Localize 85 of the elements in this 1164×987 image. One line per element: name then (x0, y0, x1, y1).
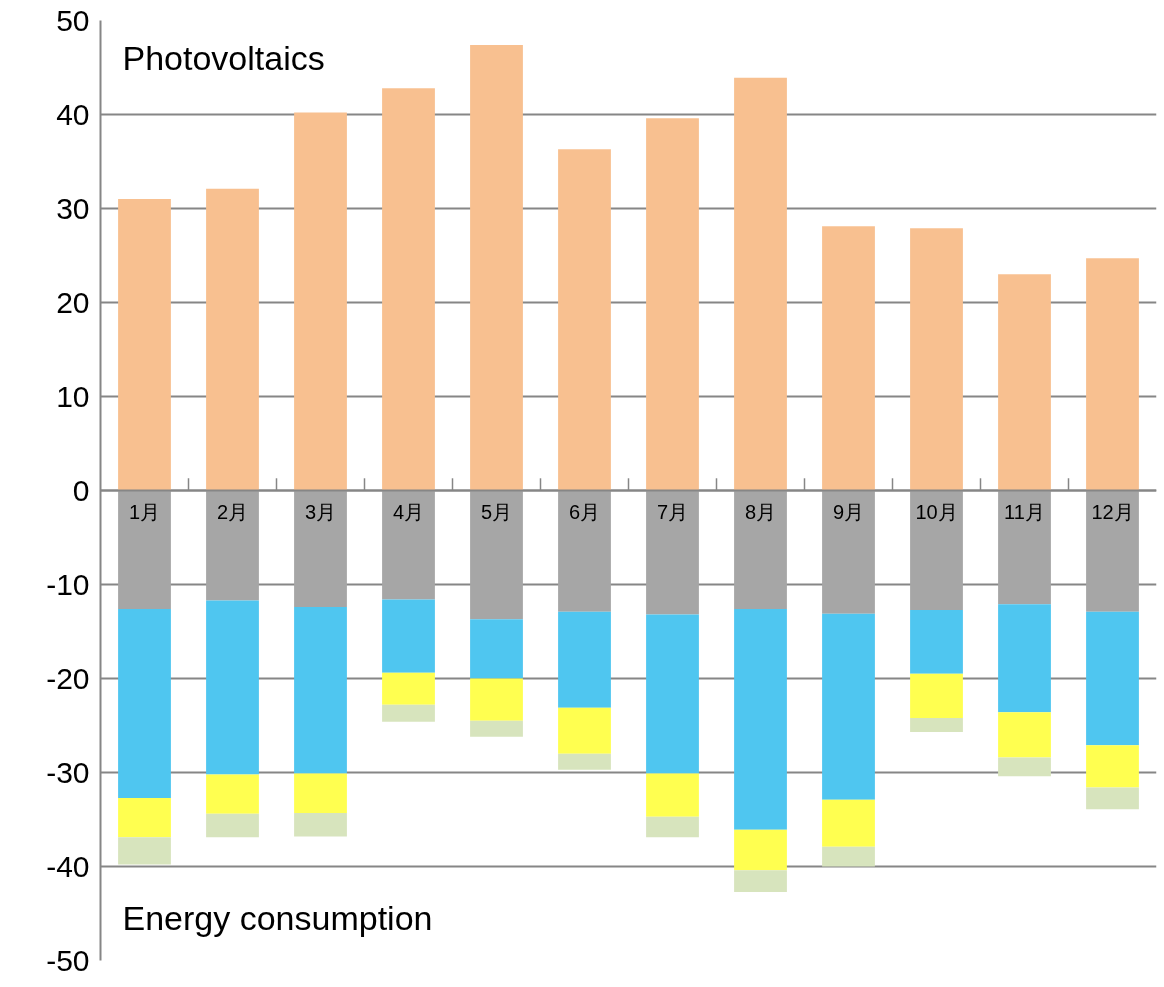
bar (822, 226, 875, 491)
bar (558, 753, 611, 770)
bar (382, 672, 435, 705)
bar (118, 608, 171, 798)
bar (382, 490, 435, 600)
bar (294, 490, 347, 608)
y-tick-label: 40 (56, 97, 90, 131)
bar (294, 112, 347, 491)
bar (910, 490, 963, 610)
bar (206, 188, 259, 491)
bar (910, 717, 963, 733)
bar (998, 712, 1051, 758)
x-tick-label: 5月 (480, 500, 513, 523)
x-tick-label: 11月 (1004, 500, 1045, 523)
bar (206, 813, 259, 838)
bar (910, 228, 963, 491)
bar (734, 77, 787, 491)
x-tick-label: 12月 (1091, 500, 1134, 523)
x-tick-label: 2月 (216, 500, 249, 523)
bar (998, 490, 1051, 605)
bar (822, 846, 875, 867)
x-tick-label: 1月 (128, 500, 161, 523)
bar (646, 816, 699, 838)
x-tick-label: 6月 (568, 500, 601, 523)
bar (646, 614, 699, 774)
x-tick-label: 10月 (915, 500, 958, 523)
bar (294, 773, 347, 813)
bar (206, 490, 259, 601)
y-tick-label: -20 (46, 661, 90, 695)
bar (910, 673, 963, 718)
bar (1086, 745, 1139, 788)
bar (822, 490, 875, 614)
bar (558, 611, 611, 708)
bar (646, 490, 699, 615)
x-tick-label: 9月 (832, 500, 865, 523)
bar (470, 619, 523, 679)
x-tick-label: 4月 (392, 500, 425, 523)
bar (382, 704, 435, 722)
bar (1086, 787, 1139, 810)
x-tick-label: 8月 (744, 500, 777, 523)
bar (646, 773, 699, 817)
bar (558, 149, 611, 491)
bar (734, 829, 787, 871)
y-tick-label: -10 (46, 567, 90, 601)
y-tick-label: 20 (56, 285, 90, 319)
bar (646, 118, 699, 491)
y-tick-label: 30 (56, 191, 90, 225)
bar (822, 613, 875, 800)
bar (1086, 490, 1139, 612)
x-tick-label: 3月 (304, 500, 337, 523)
bar (470, 678, 523, 721)
y-tick-label: -30 (46, 755, 90, 789)
bar (998, 757, 1051, 777)
bar (558, 490, 611, 612)
bar (294, 607, 347, 774)
bar (470, 720, 523, 737)
y-tick-label: 10 (56, 379, 90, 413)
bar (382, 599, 435, 673)
bar (734, 490, 787, 609)
bar (470, 490, 523, 620)
bar (734, 608, 787, 830)
bar (558, 707, 611, 754)
bar (998, 274, 1051, 491)
y-tick-label: -40 (46, 849, 90, 883)
bar (118, 490, 171, 609)
bar (1086, 611, 1139, 746)
bar (118, 837, 171, 865)
annotation: Photovoltaics (122, 38, 325, 77)
bar (206, 600, 259, 775)
y-tick-label: 0 (72, 473, 90, 507)
bar (1086, 258, 1139, 491)
bar (822, 799, 875, 847)
y-tick-label: 50 (56, 3, 90, 37)
bar (998, 604, 1051, 713)
x-tick-label: 7月 (656, 500, 689, 523)
bar (294, 812, 347, 837)
bar (206, 774, 259, 814)
bar (382, 88, 435, 491)
bar (470, 44, 523, 491)
annotation: Energy consumption (122, 899, 433, 938)
bar (734, 870, 787, 892)
bar (118, 199, 171, 491)
bar (118, 797, 171, 838)
y-tick-label: -50 (46, 943, 90, 977)
bar (910, 609, 963, 674)
